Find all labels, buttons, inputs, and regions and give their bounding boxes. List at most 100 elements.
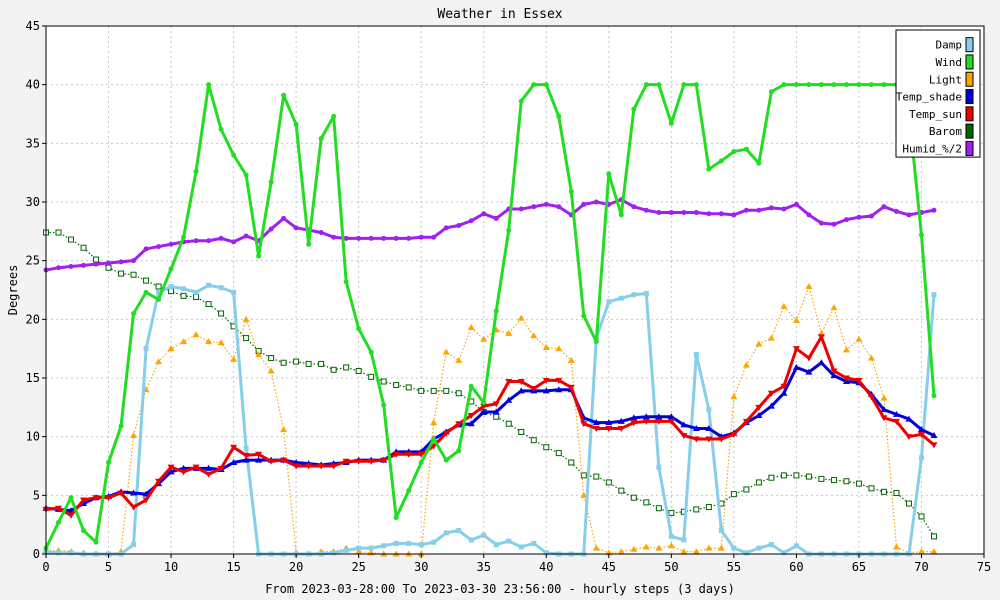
data-point xyxy=(367,458,375,465)
x-tick-label: 70 xyxy=(914,560,928,574)
x-tick-label: 5 xyxy=(105,560,112,574)
data-point xyxy=(493,413,500,420)
data-point xyxy=(631,106,637,112)
data-point xyxy=(718,158,724,164)
data-point xyxy=(818,220,824,226)
legend: Damp Wind Light Temp_shade Temp_sun Barom Humi… xyxy=(895,29,981,158)
data-point xyxy=(592,425,600,432)
data-point xyxy=(730,431,738,438)
data-point xyxy=(768,542,774,548)
data-point xyxy=(917,548,925,555)
data-point xyxy=(855,377,863,384)
data-point xyxy=(767,390,775,397)
data-point xyxy=(130,504,138,511)
data-point xyxy=(131,542,137,548)
data-point xyxy=(831,82,837,88)
data-point xyxy=(655,505,662,512)
data-point xyxy=(405,384,412,391)
data-point xyxy=(592,419,600,426)
data-point xyxy=(893,208,899,214)
data-point xyxy=(830,372,838,379)
data-point xyxy=(667,542,675,549)
data-point xyxy=(143,246,149,252)
data-point xyxy=(818,82,824,88)
data-point xyxy=(618,487,625,494)
data-point xyxy=(281,92,287,98)
data-point xyxy=(131,310,137,316)
x-tick-label: 25 xyxy=(351,560,365,574)
data-point xyxy=(156,296,162,302)
legend-swatch xyxy=(965,106,974,122)
data-point xyxy=(817,359,825,366)
data-point xyxy=(380,378,387,385)
data-point xyxy=(481,211,487,217)
data-point xyxy=(143,346,149,352)
data-point xyxy=(705,436,713,443)
data-point xyxy=(93,539,99,545)
data-point xyxy=(80,244,87,251)
x-tick-label: 30 xyxy=(414,560,428,574)
data-point xyxy=(417,451,425,458)
data-point xyxy=(668,509,675,516)
data-point xyxy=(93,256,100,263)
data-point xyxy=(243,233,249,239)
data-point xyxy=(267,458,275,465)
data-point xyxy=(168,288,175,295)
series-line-temp-sun xyxy=(45,335,935,517)
data-point xyxy=(705,504,712,511)
data-point xyxy=(405,451,413,458)
data-point xyxy=(568,188,574,194)
data-point xyxy=(242,452,250,459)
data-point xyxy=(692,436,700,443)
data-point xyxy=(843,478,850,485)
data-point xyxy=(593,473,600,480)
data-point xyxy=(656,464,662,470)
series-barom xyxy=(43,229,937,540)
data-point xyxy=(456,222,462,228)
data-point xyxy=(755,340,763,347)
data-point xyxy=(418,234,424,240)
data-point xyxy=(892,543,900,550)
data-point xyxy=(768,89,774,95)
data-point xyxy=(892,410,900,417)
y-tick-label: 5 xyxy=(33,488,40,502)
data-point xyxy=(905,434,913,441)
data-point xyxy=(205,464,213,471)
data-point xyxy=(531,540,537,546)
data-point xyxy=(843,82,849,88)
data-point xyxy=(305,360,312,367)
data-point xyxy=(480,335,488,342)
data-point xyxy=(755,412,763,419)
data-point xyxy=(192,331,200,338)
data-point xyxy=(756,545,762,551)
data-point xyxy=(193,294,200,301)
data-point xyxy=(631,204,637,210)
data-point xyxy=(105,264,112,271)
data-point xyxy=(543,201,549,207)
data-point xyxy=(280,426,288,433)
data-point xyxy=(206,282,212,288)
data-point xyxy=(181,286,187,292)
data-point xyxy=(118,259,124,265)
data-point xyxy=(693,210,699,216)
data-point xyxy=(393,540,399,546)
data-point xyxy=(456,528,462,534)
data-point xyxy=(731,545,737,551)
data-point xyxy=(92,495,100,502)
data-point xyxy=(268,179,274,185)
data-point xyxy=(568,459,575,466)
data-point xyxy=(343,279,349,285)
data-point xyxy=(68,264,74,270)
data-point xyxy=(142,497,150,504)
y-tick-label: 30 xyxy=(26,195,40,209)
data-point xyxy=(343,235,349,241)
legend-swatch xyxy=(965,37,974,53)
data-point xyxy=(305,463,313,470)
data-point xyxy=(530,437,537,444)
data-point xyxy=(168,241,174,247)
data-point xyxy=(592,544,600,551)
series-layer xyxy=(42,82,938,557)
data-point xyxy=(667,413,675,420)
data-point xyxy=(718,528,724,534)
